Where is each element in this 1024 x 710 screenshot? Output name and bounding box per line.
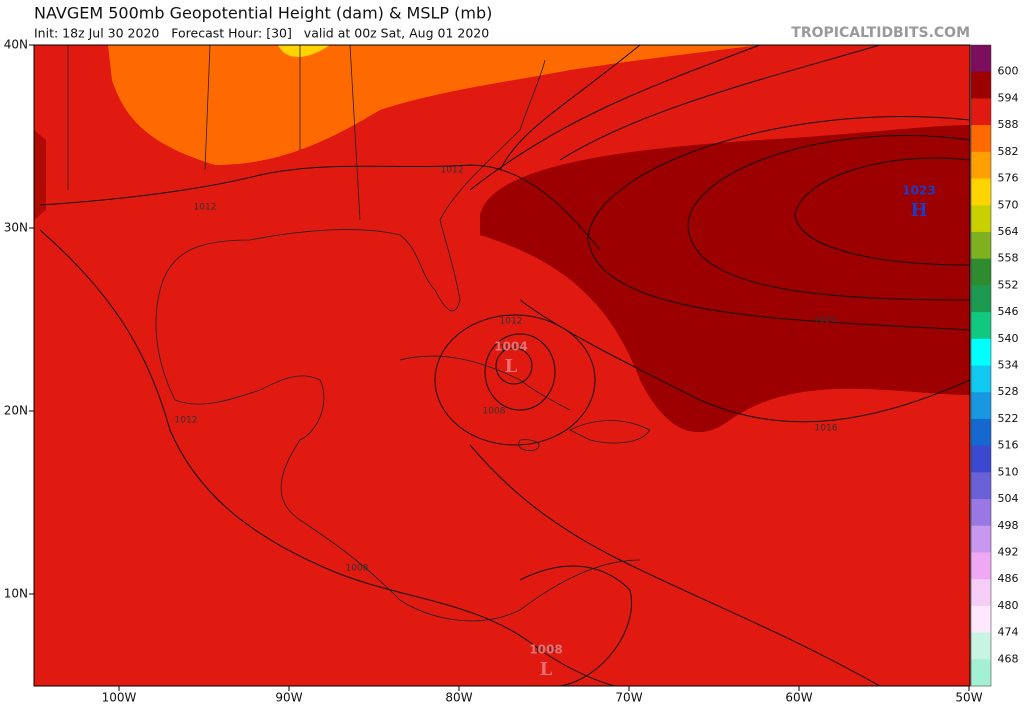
colorbar-swatch (971, 445, 991, 473)
colorbar-swatch (971, 605, 991, 634)
colorbar-label: 504 (998, 492, 1019, 505)
subtitle: Init: 18z Jul 30 2020 Forecast Hour: [30… (34, 26, 489, 41)
center-symbol: L (540, 659, 553, 680)
lon-label: 90W (275, 691, 302, 705)
colorbar-swatch (971, 552, 991, 580)
colorbar-swatch (971, 71, 991, 99)
colorbar-swatch (971, 151, 991, 180)
map: 40N 30N 20N 10N 100W 90W 80W 70W 60W 50W 1012 1012 1… (4, 38, 983, 705)
colorbar-label: 540 (998, 332, 1019, 345)
lon-label: 80W (445, 691, 472, 705)
height-field (278, 45, 330, 58)
contour-label: 1008 (483, 407, 506, 417)
colorbar-swatch (971, 525, 991, 553)
contour-label: 1008 (535, 646, 558, 656)
colorbar-label: 576 (998, 172, 1019, 185)
colorbar-label: 492 (998, 545, 1019, 558)
colorbar-swatch (971, 231, 991, 260)
coastlines (67, 45, 651, 622)
map-frame (33, 44, 971, 687)
colorbar-swatch (971, 178, 991, 206)
colorbar-swatch (971, 659, 991, 687)
colorbar-swatch (971, 499, 991, 527)
height-field (108, 45, 760, 165)
lat-label: 10N (4, 587, 28, 601)
lon-label: 70W (615, 691, 642, 705)
colorbar-label: 474 (998, 626, 1019, 639)
colorbar-label: 522 (998, 412, 1019, 425)
lon-label: 100W (102, 691, 137, 705)
lon-label: 50W (955, 691, 982, 705)
contour-label: 1012 (175, 416, 198, 426)
colorbar-swatch (971, 312, 991, 340)
colorbar-swatch (971, 338, 991, 366)
colorbar-frame (970, 44, 992, 687)
center-symbol: H (910, 200, 927, 221)
contour-label: 1012 (500, 317, 523, 327)
title: NAVGEM 500mb Geopotential Height (dam) &… (34, 4, 492, 23)
lat-label: 40N (4, 38, 28, 52)
colorbar-label: 594 (998, 91, 1019, 104)
center-pressure: 1008 (529, 643, 562, 657)
colorbar-swatch (971, 258, 991, 286)
colorbar-label: 468 (998, 652, 1019, 665)
colorbar: 600 594 588 582 576 570 564 558 552 546 540 534 528 5… (970, 44, 1019, 687)
colorbar-swatch (971, 418, 991, 447)
height-field (34, 130, 46, 220)
center-symbol: L (505, 356, 518, 377)
labels: 40N 30N 20N 10N 100W 90W 80W 70W 60W 50W 1012 1012 1… (4, 38, 983, 705)
center-pressure: 1023 (902, 184, 935, 198)
colorbar-label: 552 (998, 278, 1019, 291)
contour-label: 1012 (194, 203, 217, 213)
colorbar-swatch (971, 392, 991, 420)
contour-label: 1012 (441, 166, 464, 176)
contours (39, 45, 970, 686)
colorbar-label: 582 (998, 145, 1019, 158)
colorbar-swatch (971, 632, 991, 660)
contour-label: 1004 (500, 344, 523, 354)
colorbar-label: 600 (998, 65, 1019, 78)
colorbar-label: 588 (998, 118, 1019, 131)
colorbar-label: 498 (998, 519, 1019, 532)
colorbar-label: 534 (998, 359, 1019, 372)
lat-label: 20N (4, 404, 28, 418)
colorbar-label: 570 (998, 198, 1019, 211)
colorbar-swatch (971, 98, 991, 126)
colorbar-swatch (971, 472, 991, 500)
contour-label: 1020 (814, 316, 837, 326)
site-label: TROPICALTIDBITS.COM (791, 25, 970, 41)
lon-label: 60W (785, 691, 812, 705)
colorbar-swatch (971, 45, 991, 73)
colorbar-label: 546 (998, 305, 1019, 318)
colorbar-label: 516 (998, 439, 1019, 452)
contour-label: 1016 (815, 424, 838, 434)
colorbar-label: 564 (998, 225, 1019, 238)
lat-label: 30N (4, 221, 28, 235)
height-field (480, 125, 970, 433)
colorbar-label: 480 (998, 599, 1019, 612)
center-pressure: 1004 (494, 340, 527, 354)
colorbar-swatch (971, 285, 991, 313)
colorbar-label: 558 (998, 252, 1019, 265)
colorbar-swatch (971, 579, 991, 607)
colorbar-swatch (971, 205, 991, 233)
colorbar-label: 528 (998, 385, 1019, 398)
colorbar-label: 486 (998, 572, 1019, 585)
colorbar-swatch (971, 125, 991, 153)
colorbar-label: 510 (998, 465, 1019, 478)
colorbar-swatch (971, 365, 991, 393)
contour-label: 1008 (346, 564, 369, 574)
